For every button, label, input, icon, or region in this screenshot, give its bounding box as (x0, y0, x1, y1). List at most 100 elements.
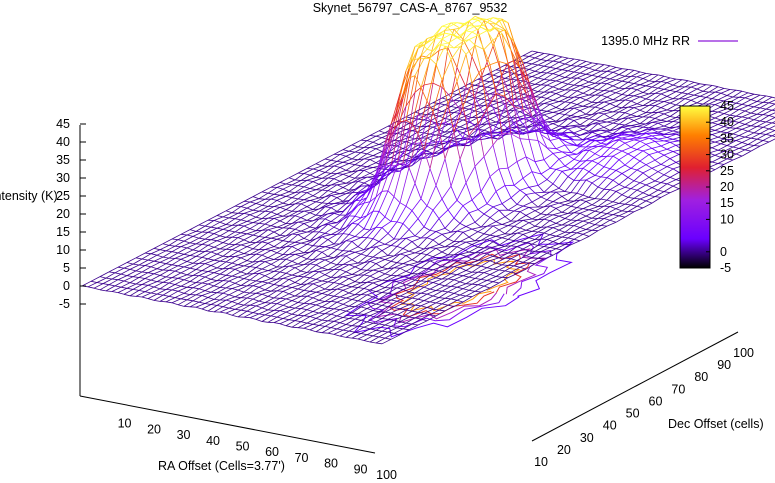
mesh-segment (621, 173, 629, 178)
mesh-segment (480, 217, 491, 228)
mesh-segment (321, 301, 332, 308)
mesh-segment (351, 170, 359, 173)
mesh-segment (651, 107, 662, 114)
mesh-segment (288, 315, 299, 321)
mesh-segment (258, 192, 269, 200)
mesh-segment (738, 96, 746, 99)
mesh-segment (261, 229, 269, 231)
mesh-segment (468, 97, 476, 121)
mesh-segment (561, 196, 569, 202)
mesh-segment (522, 99, 533, 118)
mesh-segment (576, 215, 587, 221)
mesh-segment (90, 276, 101, 282)
mesh-segment (645, 118, 656, 125)
mesh-segment (492, 131, 503, 138)
mesh-segment (486, 253, 494, 257)
mesh-segment (348, 200, 356, 207)
mesh-segment (150, 249, 161, 255)
mesh-segment (480, 18, 491, 25)
mesh-segment (312, 181, 320, 185)
mesh-segment (426, 117, 437, 126)
mesh-segment (270, 237, 278, 240)
mesh-segment (486, 262, 497, 269)
mesh-segment (546, 169, 557, 180)
mesh-segment (372, 182, 380, 188)
mesh-segment (426, 231, 437, 239)
mesh-segment (660, 102, 671, 108)
mesh-segment (237, 224, 245, 227)
mesh-segment (489, 76, 500, 83)
mesh-segment (447, 230, 458, 240)
mesh-segment (324, 269, 335, 276)
mesh-segment (429, 244, 440, 249)
mesh-segment (255, 241, 263, 243)
mesh-segment (666, 144, 677, 150)
mesh-segment (351, 177, 362, 183)
mesh-segment (741, 99, 752, 105)
mesh-segment (732, 120, 740, 123)
mesh-segment (396, 93, 404, 111)
mesh-segment (456, 37, 464, 42)
mesh-segment (279, 194, 287, 197)
mesh-segment (324, 213, 335, 220)
mesh-segment (537, 239, 548, 246)
mesh-segment (192, 287, 200, 290)
mesh-segment (501, 245, 512, 252)
mesh-segment (597, 76, 605, 79)
mesh-segment (588, 63, 599, 69)
mesh-segment (456, 200, 464, 206)
mesh-segment (441, 22, 452, 27)
mesh-segment (450, 241, 461, 247)
mesh-segment (543, 65, 551, 68)
mesh-segment (645, 85, 653, 88)
mesh-segment (528, 139, 536, 162)
mesh-segment (327, 223, 335, 228)
mesh-segment (240, 266, 251, 273)
mesh-segment (540, 79, 551, 86)
mesh-segment (189, 267, 197, 270)
mesh-segment (498, 114, 506, 118)
mesh-segment (765, 95, 773, 98)
mesh-segment (321, 159, 332, 167)
mesh-segment (132, 276, 140, 278)
mesh-segment (399, 202, 407, 207)
mesh-segment (507, 204, 518, 211)
mesh-segment (591, 131, 599, 135)
mesh-segment (495, 233, 506, 237)
mesh-segment (330, 283, 341, 291)
mesh-segment (648, 122, 659, 129)
mesh-segment (666, 148, 674, 152)
mesh-segment (333, 219, 344, 228)
mesh-segment (363, 247, 371, 251)
mesh-segment (141, 279, 152, 285)
mesh-segment (258, 309, 269, 315)
mesh-segment (465, 264, 476, 271)
mesh-segment (378, 233, 389, 242)
mesh-segment (228, 268, 236, 270)
mesh-segment (531, 121, 542, 127)
mesh-segment (195, 256, 203, 258)
mesh-segment (177, 252, 185, 255)
mesh-segment (474, 156, 485, 167)
mesh-segment (720, 119, 728, 122)
mesh-segment (453, 293, 461, 296)
mesh-segment (438, 103, 446, 106)
mesh-segment (168, 252, 179, 259)
mesh-segment (264, 218, 275, 225)
mesh-segment (573, 238, 581, 242)
mesh-segment (189, 263, 200, 269)
mesh-segment (216, 299, 227, 306)
mesh-segment (591, 70, 602, 76)
mesh-segment (588, 146, 599, 151)
mesh-segment (387, 255, 395, 257)
mesh-segment (543, 100, 554, 104)
mesh-segment (456, 88, 467, 95)
mesh-segment (378, 164, 386, 172)
mesh-segment (552, 100, 560, 102)
mesh-segment (156, 276, 167, 282)
mesh-segment (615, 148, 623, 152)
mesh-segment (108, 271, 116, 274)
mesh-segment (429, 274, 437, 279)
mesh-segment (495, 185, 506, 192)
mesh-segment (570, 180, 581, 193)
